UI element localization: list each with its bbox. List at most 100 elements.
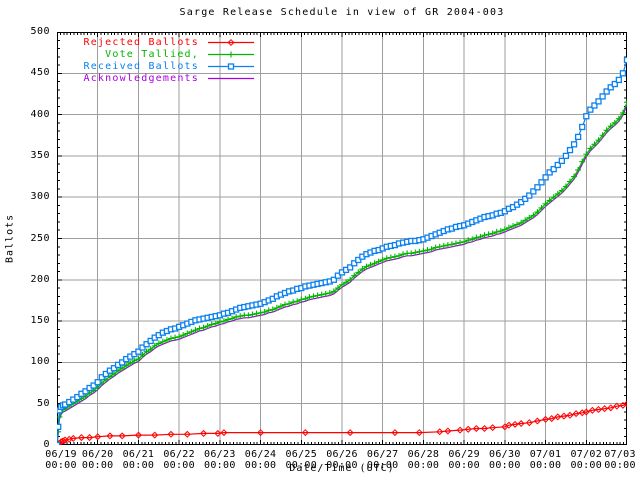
x-tick-date: 06/20: [81, 449, 114, 460]
y-tick-label: 250: [30, 232, 50, 244]
square-marker: [623, 56, 627, 64]
plus-marker: [155, 340, 162, 347]
plus-marker: [286, 300, 293, 307]
plus-marker: [245, 312, 252, 319]
series-vote-tallied: [57, 99, 627, 445]
plus-marker: [379, 256, 386, 263]
plot-area: [57, 32, 627, 445]
x-tick-label: 06/29 00:00: [442, 449, 486, 471]
diamond-marker: [623, 400, 627, 408]
legend-sample: [208, 38, 254, 46]
x-tick-time: 00:00: [45, 460, 77, 471]
plus-marker: [432, 244, 439, 251]
square-marker: [530, 188, 537, 195]
diamond-marker: [472, 424, 480, 432]
square-marker: [558, 157, 566, 165]
square-marker: [591, 102, 598, 109]
diamond-marker: [134, 431, 142, 439]
y-tick-label: 450: [30, 67, 50, 79]
square-marker: [603, 88, 610, 95]
plus-marker: [261, 309, 268, 316]
x-tick-label: 07/03 00:00: [598, 449, 640, 471]
diamond-marker: [572, 410, 580, 418]
square-marker: [574, 133, 582, 141]
plot-border: [57, 32, 627, 445]
plus-marker: [501, 226, 508, 233]
square-marker: [57, 441, 61, 445]
plus-marker: [208, 321, 215, 328]
legend-label: Vote Tallied,: [105, 48, 199, 60]
legend-sample: [208, 77, 254, 79]
plus-marker: [444, 242, 451, 249]
diamond-marker: [566, 411, 574, 419]
y-tick-label: 300: [30, 191, 50, 203]
plus-marker: [131, 357, 138, 364]
plus-marker: [139, 351, 146, 358]
diamond-marker: [607, 404, 615, 412]
plus-marker: [538, 204, 545, 211]
x-tick-date: 07/01: [529, 449, 562, 460]
plus-marker: [615, 115, 622, 122]
plus-marker: [147, 346, 154, 353]
diamond-marker: [167, 430, 175, 438]
plus-marker: [192, 327, 199, 334]
chart-title: Sarge Release Schedule in view of GR 200…: [179, 7, 505, 18]
diamond-marker: [548, 415, 556, 423]
diamond-marker: [214, 429, 222, 437]
plus-marker: [412, 249, 419, 256]
y-tick-label: 350: [30, 149, 50, 161]
plus-marker: [326, 290, 333, 297]
plus-marker: [603, 127, 610, 134]
x-tick-label: 07/02 00:00: [564, 449, 608, 471]
plus-marker: [542, 200, 549, 207]
square-marker: [334, 272, 342, 279]
x-tick-time: 00:00: [604, 460, 636, 471]
diamond-marker: [77, 434, 85, 442]
plus-marker: [497, 228, 504, 235]
plus-marker: [151, 342, 158, 349]
square-marker: [550, 165, 557, 173]
series-received-ballots: [57, 56, 627, 445]
diamond-marker: [301, 429, 309, 437]
plus-marker: [575, 166, 582, 173]
x-tick-date: 06/22: [163, 449, 195, 460]
x-tick-time: 00:00: [285, 460, 318, 471]
square-marker: [579, 123, 586, 131]
square-marker: [143, 341, 150, 348]
plus-marker: [363, 263, 370, 270]
plus-marker: [505, 224, 512, 231]
square-marker: [82, 388, 89, 395]
plus-marker: [163, 337, 170, 344]
plus-marker: [567, 178, 573, 185]
plus-marker: [220, 318, 227, 325]
plus-marker: [212, 320, 219, 327]
x-tick-date: 07/03: [604, 449, 636, 460]
plus-marker: [595, 137, 602, 144]
x-tick-label: 06/26 00:00: [320, 449, 364, 471]
square-marker: [522, 195, 529, 203]
square-marker: [554, 161, 561, 169]
legend-item-acknowledgements: Acknowledgements: [57, 72, 255, 84]
diamond-marker: [517, 420, 525, 428]
plus-marker: [322, 290, 329, 297]
square-marker: [139, 344, 146, 351]
plus-marker: [359, 266, 366, 273]
x-tick-label: 06/20 00:00: [76, 449, 120, 471]
x-tick-label: 06/25 00:00: [279, 449, 323, 471]
square-marker: [538, 179, 545, 186]
plus-marker: [180, 332, 187, 339]
square-marker: [90, 382, 97, 389]
plus-marker: [216, 318, 223, 325]
diamond-marker: [542, 415, 550, 423]
plus-marker: [571, 173, 578, 180]
plus-marker: [489, 230, 496, 237]
diamond-marker: [415, 429, 423, 437]
diamond-marker: [183, 430, 191, 438]
square-marker: [330, 276, 338, 283]
legend-item-rejected-ballots: Rejected Ballots: [57, 36, 255, 48]
square-marker: [583, 113, 590, 120]
plus-marker: [453, 240, 459, 247]
plus-marker: [273, 304, 280, 311]
plus-marker: [334, 285, 341, 292]
